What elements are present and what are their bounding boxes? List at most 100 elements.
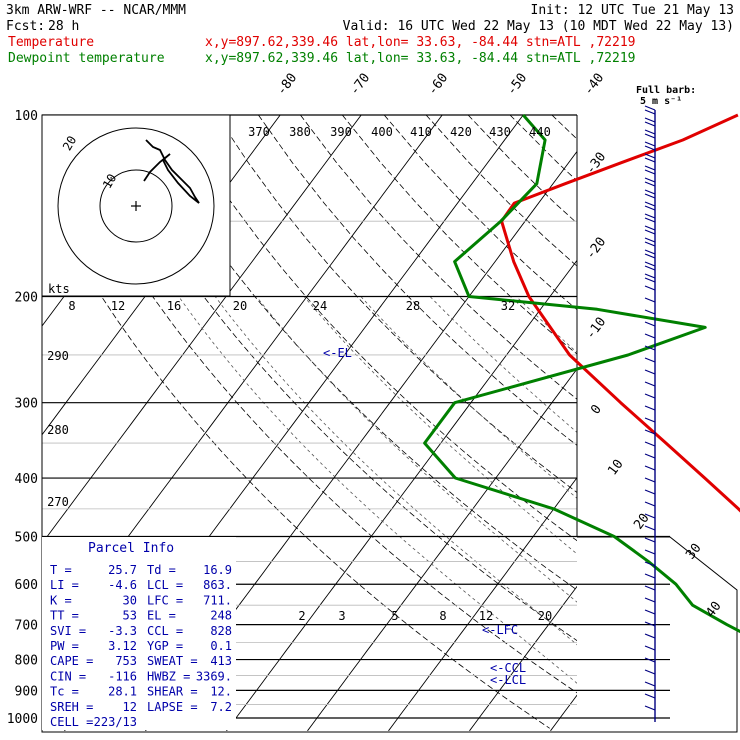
isotherm-label-20: 20: [631, 511, 652, 533]
parcel-key2-9: LAPSE =: [147, 700, 198, 714]
parcel-key-1: LI =: [50, 578, 79, 592]
barb-scale-units: 5 m s⁻¹: [640, 96, 682, 107]
legend-temperature-info: x,y=897.62,339.46 lat,lon= 33.63, -84.44…: [205, 35, 635, 50]
dry-adiabat-270: [90, 115, 577, 642]
hodograph-ring-20: 20: [60, 133, 79, 153]
legend-dewpoint: Dewpoint temperature: [8, 51, 165, 66]
wind-barb-flag: [644, 693, 656, 699]
hodograph-trace: [143, 139, 200, 204]
theta-label-400: 400: [371, 125, 393, 139]
parcel-key2-3: EL =: [147, 609, 176, 623]
moist-adiabat-0: [256, 296, 577, 603]
wind-barb-flag: [644, 453, 656, 459]
parcel-key-8: Tc =: [50, 685, 79, 699]
dewpoint-trace: [423, 114, 740, 634]
mixing-ratio-label-3: 3: [338, 609, 345, 623]
parcel-value-6: 753: [115, 654, 137, 668]
wind-barb-flag: [644, 241, 656, 247]
dry-adiabat-350: [425, 115, 577, 267]
parcel-key2-1: LCL =: [147, 578, 183, 592]
dry-adiabat-370: [509, 115, 577, 182]
parcel-key2-8: SHEAR =: [147, 685, 198, 699]
wind-barb-flag: [644, 465, 656, 471]
pressure-tick-900: 900: [15, 684, 38, 699]
parcel-value-2: 30: [123, 593, 137, 607]
wind-barb-flag: [644, 297, 656, 303]
dry-adiabat-250: [42, 191, 550, 729]
speed-tick-24: 24: [313, 299, 327, 313]
parcel-key2-7: HWBZ =: [147, 669, 190, 683]
wind-barb-flag: [644, 561, 656, 567]
wind-barb-flag: [644, 369, 656, 375]
pressure-tick-700: 700: [15, 619, 38, 634]
isotherm-label-10: 10: [605, 457, 626, 479]
speed-tick-8: 8: [68, 299, 75, 313]
lfc-annotation: <-LFC: [482, 623, 518, 637]
wind-barb-flag: [644, 489, 656, 495]
wind-barb-flag: [644, 597, 656, 603]
theta-label-280: 280: [47, 423, 69, 437]
isotherm-label--80: -80: [274, 71, 300, 99]
wind-barb-flag: [644, 141, 656, 147]
pressure-tick-600: 600: [15, 578, 38, 593]
isotherm-label--30: -30: [583, 150, 609, 178]
parcel-value2-4: 828: [210, 624, 232, 638]
speed-ticks: 8 12 16 20 24 28 32: [68, 299, 515, 313]
isotherm-label-40: 40: [703, 599, 724, 621]
theta-label-370: 370: [248, 125, 270, 139]
speed-tick-12: 12: [111, 299, 125, 313]
pressure-tick-800: 800: [15, 654, 38, 669]
speed-tick-16: 16: [167, 299, 181, 313]
dry-adiabat-260: [48, 115, 577, 694]
parcel-key2-2: LFC =: [147, 593, 183, 607]
pressure-tick-1000: 1000: [7, 712, 38, 727]
dry-adiabat-390: [594, 115, 740, 728]
pressure-tick-400: 400: [15, 472, 38, 487]
mixing-ratio-label-12: 12: [479, 609, 493, 623]
pressure-tick-500: 500: [15, 530, 38, 545]
wind-barb-flag: [644, 265, 656, 271]
legend-dewpoint-info: x,y=897.62,339.46 lat,lon= 33.63, -84.44…: [205, 51, 635, 66]
theta-label-390: 390: [330, 125, 352, 139]
theta-label-440: 440: [529, 125, 551, 139]
wind-barb-flag: [644, 129, 656, 135]
wind-barb-flag: [644, 189, 656, 195]
wind-barb-flag: [644, 645, 656, 651]
isotherm--110: [42, 115, 281, 436]
wind-barb-flag: [644, 501, 656, 507]
wind-barb-flag: [644, 201, 656, 207]
wind-barb-flag: [644, 213, 656, 219]
parcel-value2-7: 3369.: [196, 669, 232, 683]
mixing-ratio-label-8: 8: [439, 609, 446, 623]
plot-border-extension: [577, 536, 738, 733]
wind-barb-flag: [644, 621, 656, 627]
parcel-value-7: -116: [108, 669, 137, 683]
mixing-ratio-label-20: 20: [538, 609, 552, 623]
dry-adiabat-330: [341, 115, 577, 355]
wind-barbs: [644, 105, 656, 722]
parcel-key-2: K =: [50, 593, 72, 607]
parcel-value-8: 28.1: [108, 685, 137, 699]
moist-adiabat--10: [178, 296, 577, 684]
wind-barb-flag: [644, 273, 656, 279]
hodograph-ring-10: 10: [100, 171, 119, 191]
wind-barb-flag: [644, 405, 656, 411]
parcel-key2-4: CCL =: [147, 624, 183, 638]
moist-adiabat-15: [429, 296, 577, 433]
parcel-value-9: 12: [123, 700, 137, 714]
wind-barb-flag: [644, 153, 656, 159]
isotherm-label--70: -70: [347, 71, 373, 99]
wind-barb-flag: [644, 249, 656, 255]
parcel-value2-9: 7.2: [210, 700, 232, 714]
parcel-key2-0: Td =: [147, 563, 176, 577]
pressure-tick-300: 300: [15, 397, 38, 412]
wind-barb-flag: [644, 165, 656, 171]
wind-barb-flag: [644, 393, 656, 399]
wind-barb-flag: [644, 537, 656, 543]
isotherm--40: [388, 476, 577, 732]
wind-barb-flag: [644, 277, 656, 283]
wind-barb-flag: [644, 321, 656, 327]
wind-barb-flag: [644, 669, 656, 675]
theta-label-430: 430: [489, 125, 511, 139]
sounding-traces: [423, 113, 740, 634]
